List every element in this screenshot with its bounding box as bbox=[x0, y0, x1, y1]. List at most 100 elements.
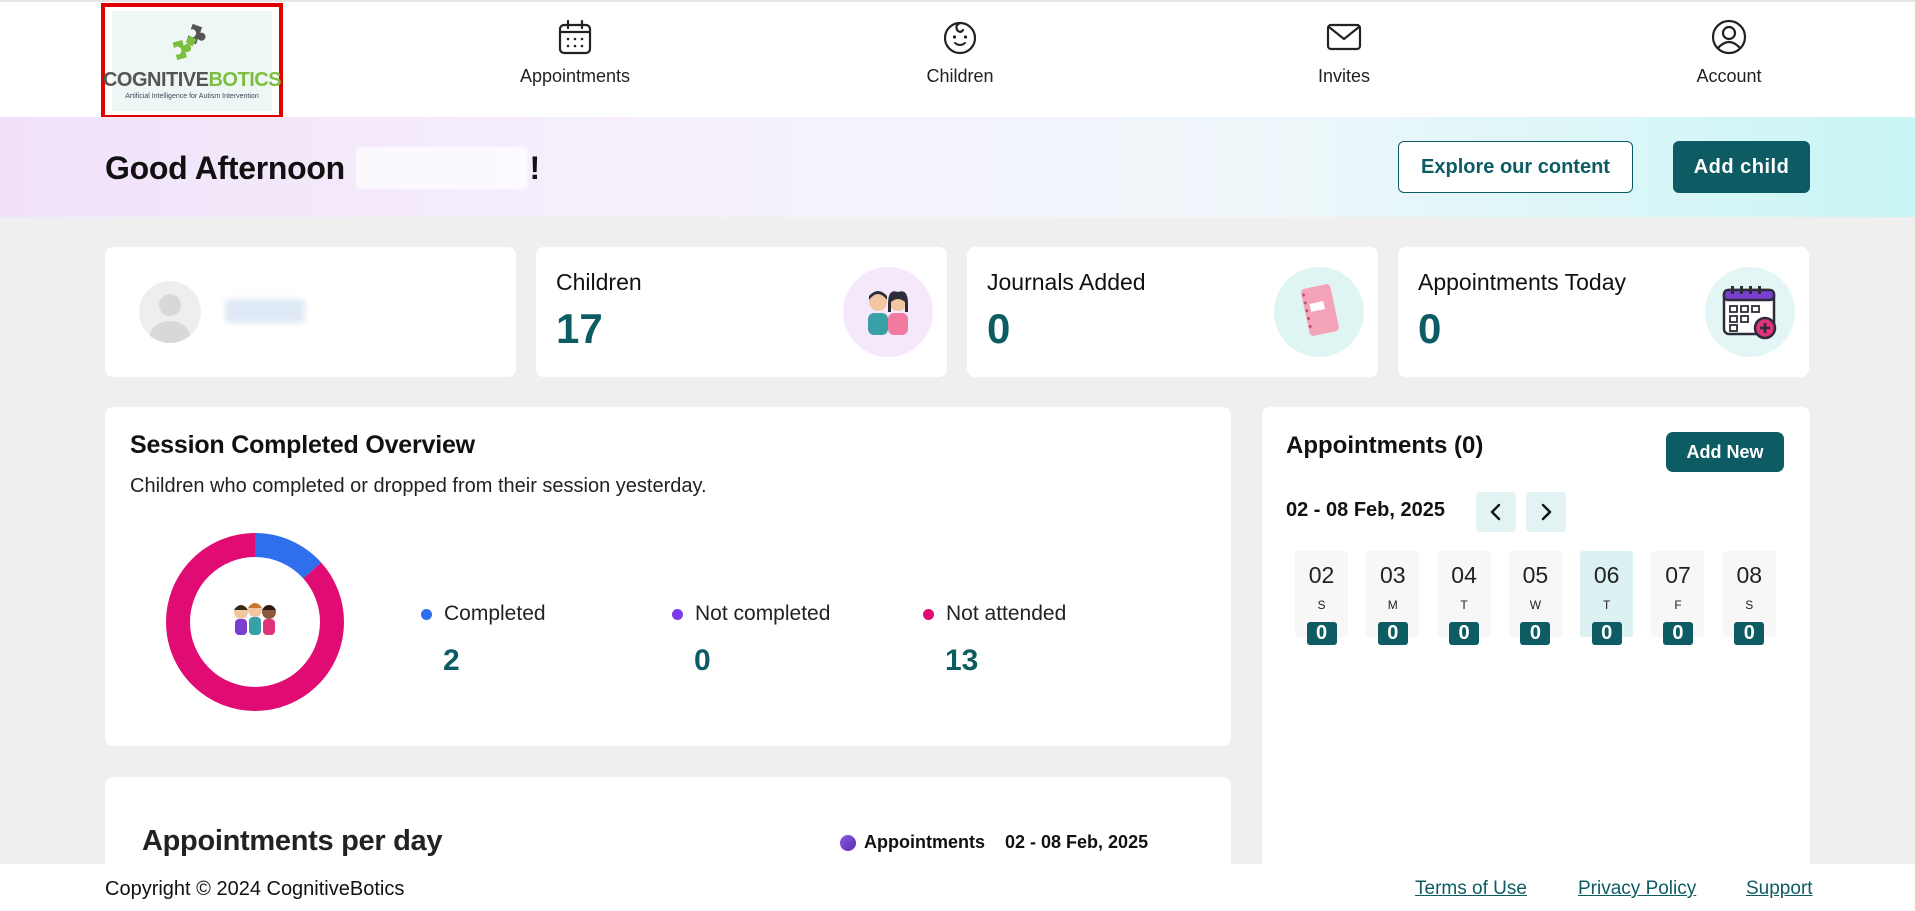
appointments-title: Appointments (0) bbox=[1286, 432, 1484, 459]
calendar-icon bbox=[558, 19, 592, 55]
privacy-link[interactable]: Privacy Policy bbox=[1578, 878, 1697, 899]
nav-label-invites: Invites bbox=[1317, 66, 1371, 86]
envelope-icon bbox=[1326, 23, 1362, 51]
session-donut-chart bbox=[166, 533, 344, 711]
day-cell[interactable]: 05 W 0 bbox=[1508, 551, 1562, 645]
day-weekday: W bbox=[1529, 598, 1542, 612]
apd-legend-label: Appointments bbox=[864, 832, 985, 852]
avatar-placeholder-icon bbox=[150, 294, 190, 343]
day-count: 0 bbox=[1520, 622, 1551, 645]
stat-card-appointments-today: Appointments Today 0 bbox=[1398, 247, 1809, 377]
day-count: 0 bbox=[1734, 622, 1765, 645]
prev-week-button[interactable] bbox=[1476, 492, 1516, 532]
day-cell[interactable]: 03 M 0 bbox=[1366, 551, 1420, 645]
logo-link[interactable]: COGNITIVEBOTICS Artificial Intelligence … bbox=[101, 3, 283, 119]
puzzle-logo-icon bbox=[172, 23, 206, 60]
stat-card-journals: Journals Added 0 bbox=[967, 247, 1378, 377]
nav-account[interactable]: Account bbox=[1649, 18, 1809, 98]
day-count: 0 bbox=[1306, 622, 1337, 645]
day-weekday: T bbox=[1460, 598, 1468, 612]
day-date: 06 bbox=[1593, 562, 1620, 588]
day-date: 04 bbox=[1451, 562, 1477, 588]
nav-label-children: Children bbox=[926, 66, 994, 86]
week-days: 02 S 0 03 M 0 04 T 0 05 W 0 06 T 0 07 F 0 08 S 0 bbox=[1295, 551, 1776, 645]
day-count: 0 bbox=[1377, 622, 1408, 645]
notebook-icon bbox=[1274, 267, 1364, 357]
add-child-button[interactable]: Add child bbox=[1673, 141, 1810, 193]
calendar-plus-icon bbox=[1705, 267, 1795, 357]
legend-dot bbox=[923, 608, 934, 620]
footer: Copyright © 2024 CognitiveBotics Terms o… bbox=[0, 864, 1915, 911]
stat-label: Appointments Today bbox=[1418, 269, 1626, 295]
next-week-button[interactable] bbox=[1526, 492, 1566, 532]
copyright: Copyright © 2024 CognitiveBotics bbox=[105, 878, 405, 900]
day-cell[interactable]: 08 S 0 bbox=[1722, 551, 1776, 645]
nav-label-appointments: Appointments bbox=[519, 66, 631, 86]
stat-card-children: Children 17 bbox=[536, 247, 947, 377]
day-date: 08 bbox=[1736, 562, 1763, 588]
nav-children[interactable]: Children bbox=[880, 18, 1040, 98]
explore-content-button[interactable]: Explore our content bbox=[1398, 141, 1633, 193]
stat-value: 17 bbox=[556, 305, 603, 352]
day-cell[interactable]: 07 F 0 bbox=[1651, 551, 1705, 645]
day-date: 02 bbox=[1308, 562, 1335, 588]
session-subtitle: Children who completed or dropped from t… bbox=[130, 475, 707, 497]
session-title: Session Completed Overview bbox=[130, 431, 475, 459]
apd-range: 02 - 08 Feb, 2025 bbox=[1005, 832, 1149, 852]
logo: COGNITIVEBOTICS Artificial Intelligence … bbox=[103, 11, 282, 111]
greeting-banner: Good Afternoon ! Explore our content Add… bbox=[0, 117, 1915, 217]
day-cell[interactable]: 02 S 0 bbox=[1295, 551, 1348, 645]
greeting-text: Good Afternoon bbox=[105, 149, 345, 186]
legend-value: 0 bbox=[694, 644, 711, 677]
stat-label: Journals Added bbox=[987, 269, 1146, 295]
appointments-panel: Appointments (0) Add New 02 - 08 Feb, 20… bbox=[1262, 407, 1810, 911]
day-weekday: M bbox=[1387, 598, 1398, 612]
top-nav: COGNITIVEBOTICS Artificial Intelligence … bbox=[0, 0, 1915, 119]
nav-invites[interactable]: Invites bbox=[1264, 18, 1424, 98]
logo-wordmark: COGNITIVEBOTICS bbox=[102, 68, 282, 91]
day-cell-selected[interactable]: 06 T 0 bbox=[1580, 551, 1634, 645]
children-icon bbox=[843, 267, 933, 357]
session-overview-card: Session Completed Overview Children who … bbox=[105, 407, 1231, 746]
profile-name-redacted bbox=[225, 299, 305, 323]
greeting-exclaim: ! bbox=[529, 149, 541, 186]
legend-completed: Completed 2 bbox=[421, 602, 546, 678]
day-date: 05 bbox=[1522, 562, 1549, 588]
legend-label: Not attended bbox=[946, 602, 1067, 625]
day-weekday: S bbox=[1317, 598, 1326, 612]
day-cell[interactable]: 04 T 0 bbox=[1437, 551, 1491, 645]
greeting: Good Afternoon ! bbox=[105, 147, 540, 189]
support-link[interactable]: Support bbox=[1746, 878, 1813, 899]
day-weekday: S bbox=[1745, 598, 1754, 612]
logo-tagline: Artificial Intelligence for Autism Inter… bbox=[125, 92, 259, 100]
stat-value: 0 bbox=[987, 305, 1011, 352]
baby-face-icon bbox=[943, 21, 977, 55]
profile-card bbox=[105, 247, 516, 377]
nav-appointments[interactable]: Appointments bbox=[495, 18, 655, 98]
day-count: 0 bbox=[1662, 622, 1693, 645]
day-count: 0 bbox=[1591, 622, 1622, 645]
legend-label: Completed bbox=[444, 602, 546, 625]
add-new-appointment-button[interactable]: Add New bbox=[1666, 432, 1784, 472]
week-range: 02 - 08 Feb, 2025 bbox=[1286, 499, 1445, 521]
chevron-right-icon bbox=[1541, 503, 1552, 521]
legend-dot bbox=[421, 608, 432, 620]
chevron-left-icon bbox=[1490, 503, 1501, 521]
legend-dot bbox=[672, 608, 683, 620]
avatar bbox=[139, 281, 201, 343]
stat-label: Children bbox=[556, 269, 642, 295]
legend-label: Not completed bbox=[695, 602, 831, 625]
user-circle-icon bbox=[1711, 19, 1747, 55]
day-date: 03 bbox=[1380, 562, 1406, 588]
apd-title: Appointments per day bbox=[142, 825, 443, 857]
apd-legend: Appointments 02 - 08 Feb, 2025 bbox=[840, 832, 1148, 853]
day-weekday: T bbox=[1603, 598, 1611, 612]
legend-value: 2 bbox=[443, 644, 460, 677]
user-name-redacted bbox=[355, 147, 528, 189]
legend-not-attended: Not attended 13 bbox=[923, 602, 1066, 678]
day-date: 07 bbox=[1665, 562, 1691, 588]
legend-dot bbox=[840, 834, 856, 851]
terms-link[interactable]: Terms of Use bbox=[1415, 878, 1527, 899]
legend-value: 13 bbox=[945, 644, 979, 677]
donut-slice-not-attended bbox=[166, 533, 344, 711]
